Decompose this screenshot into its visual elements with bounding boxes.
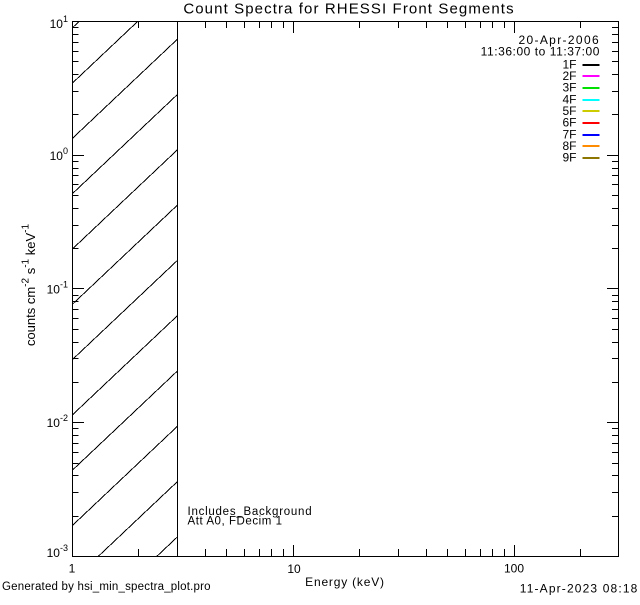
svg-text:Energy (keV): Energy (keV) — [305, 575, 385, 589]
svg-text:2F: 2F — [562, 69, 576, 83]
svg-text:Count Spectra for RHESSI Front: Count Spectra for RHESSI Front Segments — [183, 1, 514, 18]
svg-text:9F: 9F — [562, 151, 576, 165]
svg-text:1: 1 — [69, 562, 76, 576]
svg-text:8F: 8F — [562, 139, 576, 153]
svg-text:Includes_Background: Includes_Background — [188, 506, 313, 518]
svg-text:100: 100 — [504, 562, 524, 576]
svg-text:20-Apr-2006: 20-Apr-2006 — [518, 33, 600, 47]
svg-text:11:36:00 to 11:37:00: 11:36:00 to 11:37:00 — [481, 44, 600, 58]
svg-text:4F: 4F — [562, 92, 576, 106]
svg-text:counts cm-2​ s-1​ keV-1​: counts cm-2​ s-1​ keV-1​ — [21, 224, 39, 347]
svg-text:7F: 7F — [562, 127, 576, 141]
svg-text:5F: 5F — [562, 104, 576, 118]
svg-text:1F: 1F — [562, 57, 576, 71]
svg-text:3F: 3F — [562, 81, 576, 95]
svg-text:Att A0, FDecim 1: Att A0, FDecim 1 — [188, 516, 283, 528]
svg-text:10: 10 — [287, 562, 301, 576]
svg-text:6F: 6F — [562, 116, 576, 130]
svg-text:Generated by hsi_min_spectra_p: Generated by hsi_min_spectra_plot.pro — [2, 581, 211, 593]
svg-text:11-Apr-2023 08:18: 11-Apr-2023 08:18 — [520, 582, 639, 596]
